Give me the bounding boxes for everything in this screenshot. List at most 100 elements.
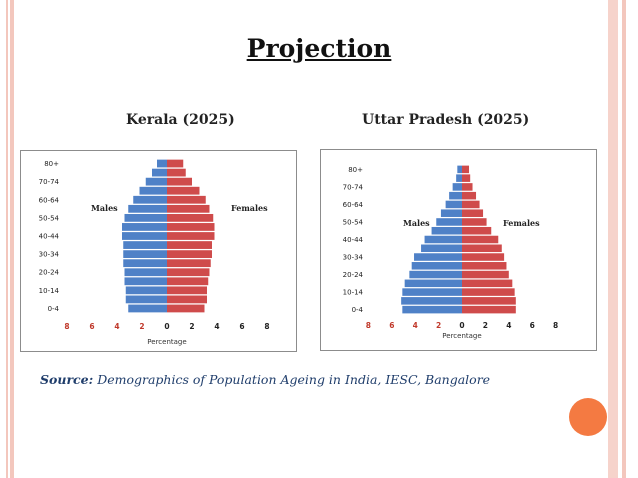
female-bar-35-39 (462, 244, 502, 253)
male-bar-45-49 (431, 226, 462, 235)
x-tick-label: 4 (214, 322, 219, 331)
source-label: Source: (40, 372, 94, 387)
female-bar-55-59 (462, 209, 484, 217)
x-tick-label: 0 (459, 321, 464, 330)
age-tick-label: 20-24 (343, 271, 364, 279)
female-bar-60-64 (167, 195, 206, 204)
source-text: Demographics of Population Ageing in Ind… (93, 372, 491, 387)
source-citation: Source: Demographics of Population Agein… (40, 372, 490, 387)
female-bar-80+ (167, 159, 184, 168)
age-tick-label: 30-34 (343, 254, 364, 262)
male-bar-75-79 (456, 174, 462, 182)
male-bar-5-9 (401, 297, 462, 305)
kerala-pyramid-chart: 0-4 10-14 20-24 30-34 40-44 50-54 60-64 70-74 80… (20, 150, 297, 352)
male-bar-25-29 (411, 262, 462, 270)
male-bar-10-14 (402, 288, 462, 296)
male-bar-60-64 (445, 200, 462, 209)
female-bar-45-49 (167, 223, 215, 231)
x-tick-label: 6 (389, 321, 394, 330)
x-tick-label: 2 (139, 322, 144, 331)
age-tick-label: 50-54 (343, 218, 364, 226)
age-tick-label: 70-74 (343, 183, 364, 191)
female-bar-15-19 (167, 277, 209, 286)
female-bar-65-69 (462, 191, 477, 200)
female-bar-25-29 (462, 262, 507, 270)
male-bar-35-39 (123, 241, 167, 249)
x-tick-label: 6 (89, 322, 94, 331)
x-tick-label: 8 (264, 322, 269, 331)
male-bar-40-44 (424, 235, 462, 244)
legend-males: Males (403, 218, 430, 228)
male-bar-50-54 (436, 218, 462, 226)
x-tick-label: 2 (483, 321, 488, 330)
up-pyramid-svg: 0-410-1420-2430-3440-4450-5460-6470-7480… (343, 165, 558, 340)
male-bar-5-9 (125, 295, 167, 304)
female-bar-5-9 (462, 297, 516, 305)
slide-title: Projection (246, 34, 392, 63)
female-bar-50-54 (167, 213, 214, 222)
x-axis-label: Percentage (147, 338, 186, 346)
age-tick-label: 0-4 (48, 305, 60, 313)
female-bar-30-34 (167, 250, 212, 259)
female-bar-70-74 (167, 177, 192, 186)
male-bar-55-59 (440, 209, 462, 217)
female-bar-10-14 (167, 286, 207, 295)
x-tick-label: 4 (506, 321, 511, 330)
legend-females: Females (503, 218, 540, 228)
female-bar-30-34 (462, 253, 505, 261)
male-bar-75-79 (152, 168, 167, 177)
female-bar-55-59 (167, 204, 210, 213)
x-tick-label: 4 (413, 321, 418, 330)
female-bar-80+ (462, 165, 470, 174)
male-bar-45-49 (122, 223, 167, 231)
up-pyramid-chart: 0-4 10-14 20-24 30-34 40-44 50-54 60-64 70-74 80… (320, 149, 597, 351)
male-bar-0-4 (128, 304, 167, 313)
right-stripe-outer (622, 0, 626, 478)
kerala-chart-title: Kerala (2025) (126, 112, 235, 128)
female-bar-0-4 (167, 304, 205, 313)
female-bar-35-39 (167, 241, 212, 249)
female-bar-15-19 (462, 279, 513, 288)
x-tick-label: 8 (366, 321, 371, 330)
male-bar-30-34 (123, 250, 167, 259)
x-tick-label: 8 (553, 321, 558, 330)
age-tick-label: 40-44 (343, 236, 364, 244)
age-tick-label: 60-64 (343, 201, 364, 209)
female-bar-75-79 (462, 174, 471, 182)
female-bar-25-29 (167, 259, 211, 268)
male-bar-30-34 (414, 253, 462, 261)
up-chart-title: Uttar Pradesh (2025) (362, 112, 530, 128)
left-stripe-inner (10, 0, 14, 478)
age-tick-label: 50-54 (39, 214, 60, 222)
male-bar-0-4 (402, 305, 462, 314)
age-tick-label: 40-44 (39, 233, 60, 241)
legend-females: Females (231, 203, 268, 213)
left-stripe-outer (6, 0, 8, 478)
female-bar-60-64 (462, 200, 480, 209)
x-axis-label: Percentage (442, 332, 481, 340)
male-bar-20-24 (409, 270, 462, 279)
x-tick-label: 4 (114, 322, 119, 331)
male-bar-20-24 (124, 268, 167, 277)
male-bar-55-59 (128, 204, 167, 213)
female-bar-10-14 (462, 288, 515, 296)
age-tick-label: 60-64 (39, 196, 60, 204)
male-bar-40-44 (122, 232, 167, 240)
x-tick-label: 8 (64, 322, 69, 331)
kerala-pyramid-svg: 0-410-1420-2430-3440-4450-5460-6470-7480… (39, 159, 270, 346)
male-bar-15-19 (404, 279, 462, 288)
legend-males: Males (91, 203, 118, 213)
x-tick-label: 0 (164, 322, 169, 331)
age-tick-label: 0-4 (352, 306, 364, 314)
female-bar-45-49 (462, 226, 492, 235)
male-bar-60-64 (133, 195, 167, 204)
age-tick-label: 20-24 (39, 269, 60, 277)
female-bar-0-4 (462, 305, 516, 314)
male-bar-50-54 (124, 213, 167, 222)
female-bar-20-24 (167, 268, 210, 277)
male-bar-80+ (157, 159, 167, 168)
age-tick-label: 80+ (348, 166, 363, 174)
x-tick-label: 6 (239, 322, 244, 331)
male-bar-10-14 (125, 286, 167, 295)
male-bar-80+ (457, 165, 462, 174)
